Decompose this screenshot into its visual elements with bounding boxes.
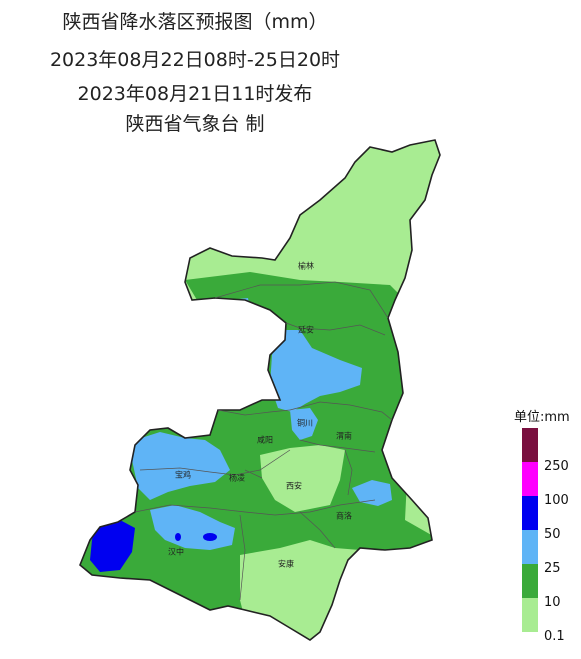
legend-label-25: 25 — [544, 561, 561, 576]
legend-swatch-5 — [522, 598, 538, 632]
city-label-yanan: 延安 — [298, 325, 314, 335]
precipitation-fill — [80, 140, 440, 640]
legend-label-50: 50 — [544, 527, 561, 542]
legend-label-10: 10 — [544, 595, 561, 610]
city-label-hanzhong: 汉中 — [168, 547, 184, 557]
legend-label-0-1: 0.1 — [544, 629, 565, 644]
city-label-tongchuan: 铜川 — [297, 418, 313, 428]
legend-colorbar — [522, 428, 538, 632]
city-label-weinan: 渭南 — [336, 431, 352, 441]
city-label-shangluo: 商洛 — [336, 511, 352, 521]
legend-swatch-2 — [522, 496, 538, 530]
legend-swatch-1 — [522, 462, 538, 496]
prefecture-borders — [134, 281, 393, 601]
city-label-xian: 西安 — [286, 481, 302, 491]
forecast-period: 2023年08月22日08时-25日20时 — [49, 49, 341, 71]
issuer: 陕西省气象台 制 — [125, 113, 265, 135]
issue-time: 2023年08月21日11时发布 — [77, 83, 313, 105]
city-label-ankang: 安康 — [278, 559, 294, 569]
legend-swatch-3 — [522, 530, 538, 564]
legend-swatch-4 — [522, 564, 538, 598]
legend-label-250: 250 — [544, 459, 569, 474]
city-label-yulin: 榆林 — [298, 261, 314, 271]
legend-title: 单位:mm — [514, 410, 570, 425]
city-label-baoji: 宝鸡 — [175, 470, 191, 480]
city-label-yangling: 杨凌 — [229, 473, 245, 483]
legend-swatch-0 — [522, 428, 538, 462]
city-label-xianyang: 咸阳 — [257, 435, 273, 445]
map-title: 陕西省降水落区预报图（mm） — [62, 11, 328, 33]
legend-label-100: 100 — [544, 493, 569, 508]
